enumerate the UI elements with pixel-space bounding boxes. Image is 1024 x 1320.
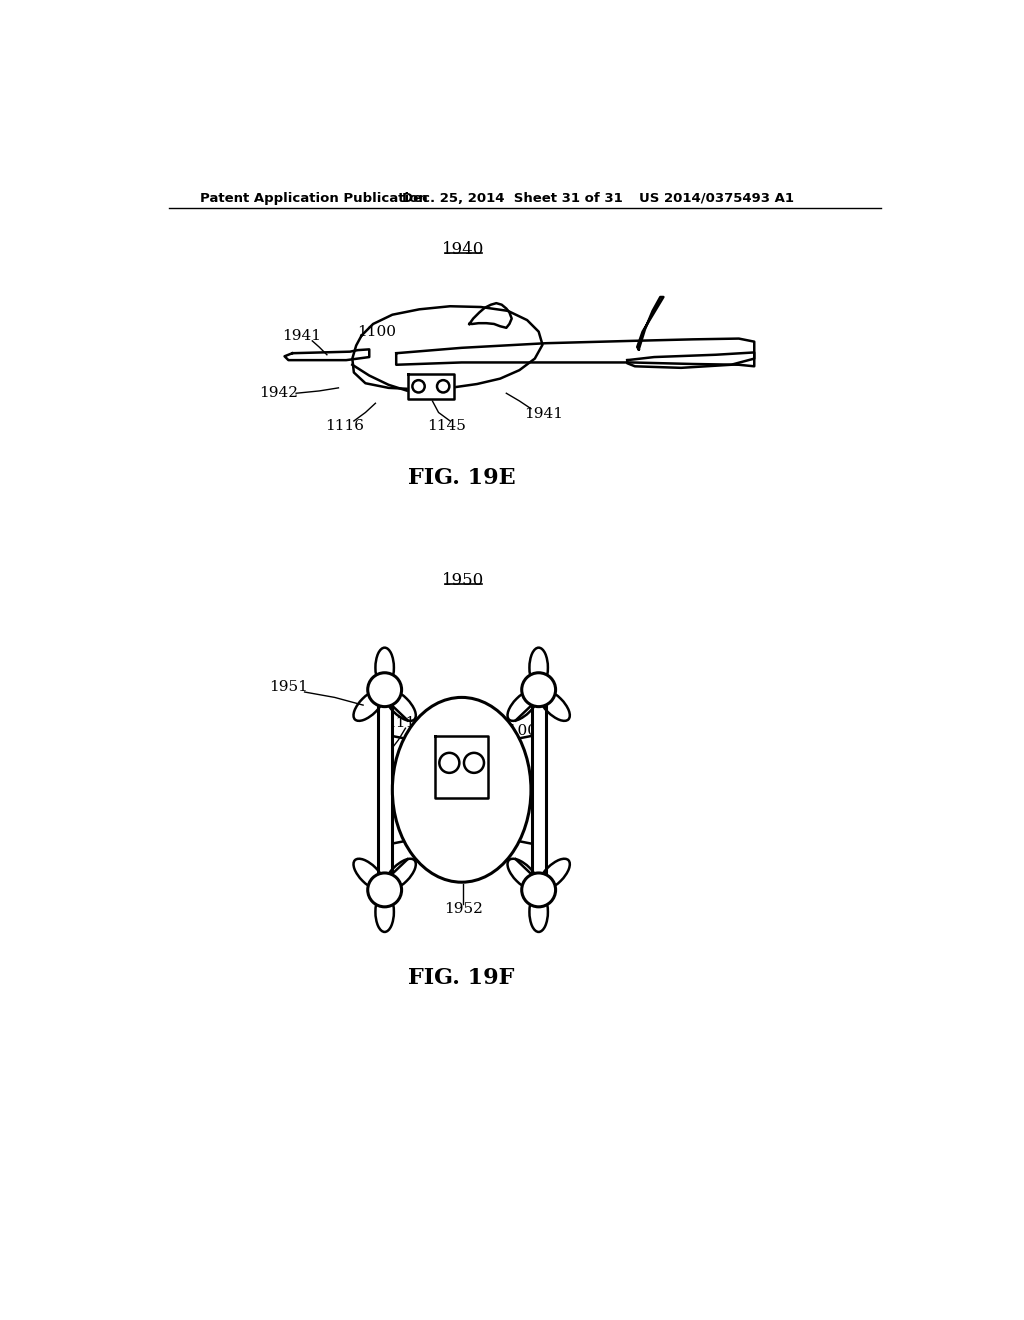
- Text: 1952: 1952: [443, 902, 482, 916]
- Circle shape: [368, 873, 401, 907]
- Text: FIG. 19F: FIG. 19F: [409, 968, 515, 990]
- Text: 1941: 1941: [524, 407, 563, 421]
- Text: 1950: 1950: [442, 572, 484, 589]
- Circle shape: [521, 873, 556, 907]
- Text: 1100: 1100: [357, 325, 396, 339]
- Polygon shape: [637, 297, 664, 350]
- Polygon shape: [408, 374, 454, 399]
- Text: 1145: 1145: [427, 420, 466, 433]
- Polygon shape: [396, 339, 755, 367]
- Text: FIG. 19E: FIG. 19E: [408, 467, 515, 488]
- Text: Dec. 25, 2014  Sheet 31 of 31: Dec. 25, 2014 Sheet 31 of 31: [401, 191, 623, 205]
- Text: 1951: 1951: [269, 680, 308, 693]
- Text: 1100: 1100: [499, 723, 538, 738]
- Text: 1942: 1942: [259, 387, 298, 400]
- Polygon shape: [435, 737, 487, 797]
- Text: 1940: 1940: [442, 240, 484, 257]
- Circle shape: [368, 673, 401, 706]
- Text: 1116: 1116: [326, 420, 365, 433]
- Polygon shape: [352, 306, 543, 389]
- Polygon shape: [531, 689, 546, 890]
- Text: 1941: 1941: [282, 329, 321, 342]
- Text: 1145: 1145: [443, 705, 482, 718]
- Text: Patent Application Publication: Patent Application Publication: [200, 191, 428, 205]
- Polygon shape: [285, 350, 370, 360]
- Polygon shape: [628, 352, 755, 368]
- Circle shape: [521, 673, 556, 706]
- Ellipse shape: [392, 697, 531, 882]
- Polygon shape: [378, 689, 391, 890]
- Text: 1116: 1116: [386, 715, 425, 730]
- Text: US 2014/0375493 A1: US 2014/0375493 A1: [639, 191, 794, 205]
